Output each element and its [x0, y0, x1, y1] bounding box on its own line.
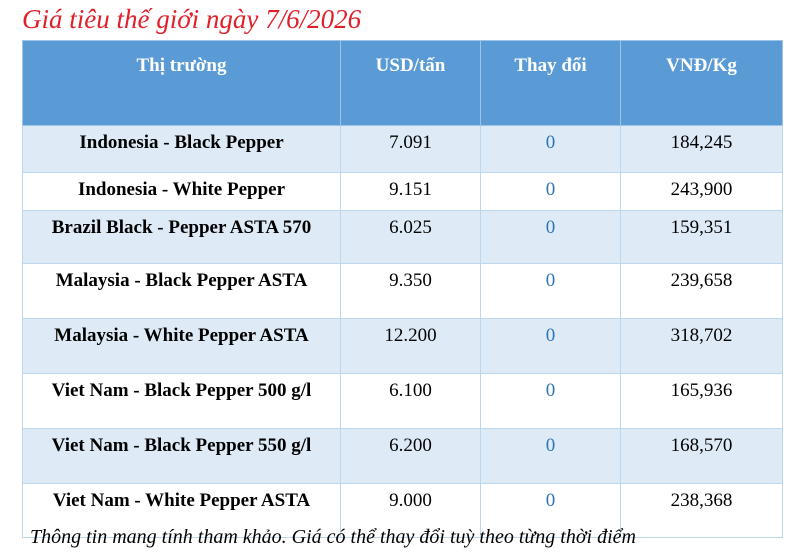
column-header: USD/tấn: [340, 40, 481, 126]
vnd-cell: 318,702: [620, 318, 783, 374]
table-row: Indonesia - Black Pepper 7.091 0 184,245: [22, 125, 783, 173]
market-cell: Brazil Black - Pepper ASTA 570: [22, 210, 341, 264]
change-cell: 0: [480, 318, 621, 374]
change-cell: 0: [480, 210, 621, 264]
market-cell: Malaysia - White Pepper ASTA: [22, 318, 341, 374]
price-table: Thị trường USD/tấn Thay đổi VNĐ/Kg Indonesi…: [22, 40, 783, 538]
column-header: Thị trường: [22, 40, 341, 126]
usd-cell: 9.350: [340, 263, 481, 319]
vnd-cell: 165,936: [620, 373, 783, 429]
vnd-cell: 238,368: [620, 483, 783, 538]
table-body: Indonesia - Black Pepper 7.091 0 184,245 Ind…: [22, 125, 783, 538]
market-cell: Malaysia - Black Pepper ASTA: [22, 263, 341, 319]
usd-cell: 6.025: [340, 210, 481, 264]
vnd-cell: 239,658: [620, 263, 783, 319]
change-cell: 0: [480, 373, 621, 429]
vnd-cell: 159,351: [620, 210, 783, 264]
title: Giá tiêu thế giới ngày 7/6/2026: [22, 4, 362, 34]
table-row: Viet Nam - Black Pepper 550 g/l 6.200 0 168…: [22, 428, 783, 484]
table-row: Malaysia - Black Pepper ASTA 9.350 0 239,65…: [22, 263, 783, 319]
usd-cell: 9.151: [340, 172, 481, 211]
market-cell: Viet Nam - White Pepper ASTA: [22, 483, 341, 538]
usd-cell: 6.100: [340, 373, 481, 429]
header-row: Thị trường USD/tấn Thay đổi VNĐ/Kg: [22, 40, 783, 126]
usd-cell: 9.000: [340, 483, 481, 538]
column-header: VNĐ/Kg: [620, 40, 783, 126]
column-header: Thay đổi: [480, 40, 621, 126]
change-cell: 0: [480, 125, 621, 173]
vnd-cell: 243,900: [620, 172, 783, 211]
table-row: Brazil Black - Pepper ASTA 570 6.025 0 159,…: [22, 210, 783, 264]
change-cell: 0: [480, 263, 621, 319]
usd-cell: 7.091: [340, 125, 481, 173]
table-row: Malaysia - White Pepper ASTA 12.200 0 318,7…: [22, 318, 783, 374]
market-cell: Viet Nam - Black Pepper 550 g/l: [22, 428, 341, 484]
table-row: Indonesia - White Pepper 9.151 0 243,900: [22, 172, 783, 211]
footnote: Thông tin mang tính tham khảo. Giá có th…: [30, 526, 636, 548]
change-cell: 0: [480, 428, 621, 484]
table-row: Viet Nam - Black Pepper 500 g/l 6.100 0 165…: [22, 373, 783, 429]
vnd-cell: 184,245: [620, 125, 783, 173]
market-cell: Indonesia - White Pepper: [22, 172, 341, 211]
usd-cell: 6.200: [340, 428, 481, 484]
change-cell: 0: [480, 172, 621, 211]
market-cell: Viet Nam - Black Pepper 500 g/l: [22, 373, 341, 429]
vnd-cell: 168,570: [620, 428, 783, 484]
usd-cell: 12.200: [340, 318, 481, 374]
table-row: Viet Nam - White Pepper ASTA 9.000 0 238,36…: [22, 483, 783, 538]
market-cell: Indonesia - Black Pepper: [22, 125, 341, 173]
